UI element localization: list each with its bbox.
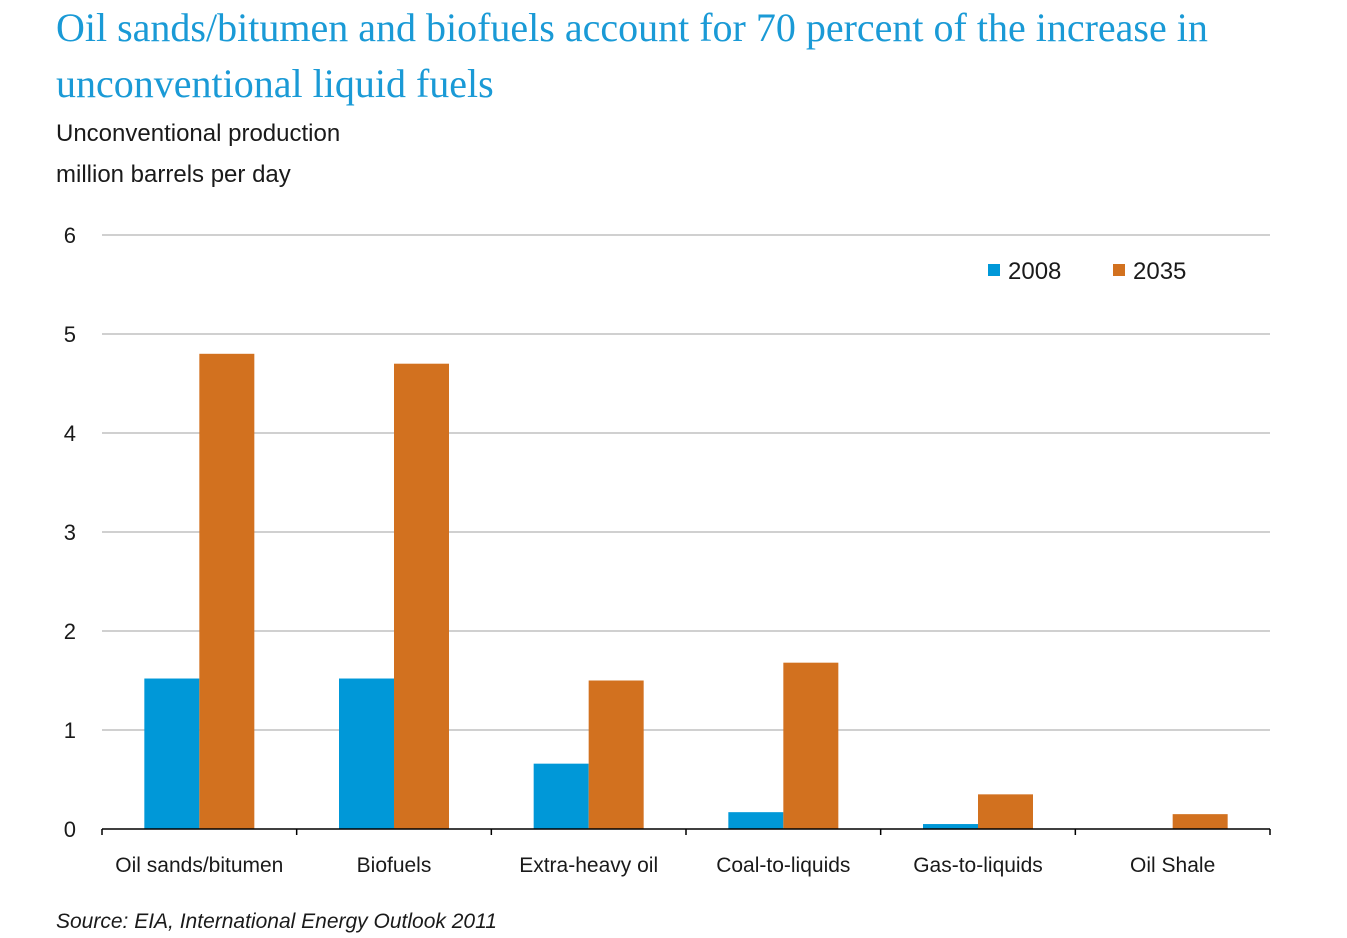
legend-label-2008: 2008 (1008, 258, 1061, 285)
y-tick-label: 0 (64, 817, 76, 842)
legend-label-2035: 2035 (1133, 258, 1186, 285)
y-tick-labels: 0 1 2 3 4 5 6 (64, 223, 76, 842)
source-note: Source: EIA, International Energy Outloo… (56, 910, 497, 933)
x-category-label: Oil sands/bitumen (115, 854, 283, 877)
x-category-labels: Oil sands/bitumen Biofuels Extra-heavy oil… (115, 854, 1215, 877)
y-tick-label: 3 (64, 520, 76, 545)
axes (101, 828, 1271, 835)
y-tick-label: 4 (64, 421, 76, 446)
x-category-label: Oil Shale (1130, 854, 1215, 877)
bar-2035-1 (394, 363, 449, 829)
legend-swatch-2008 (988, 264, 1000, 276)
chart-title: Oil sands/bitumen and biofuels account f… (56, 5, 1208, 106)
legend: 2008 2035 (988, 258, 1186, 285)
chart-subtitle: Unconventional production (56, 120, 341, 147)
y-tick-label: 6 (64, 223, 76, 248)
bar-2035-2 (588, 680, 644, 829)
bar-2008-2 (533, 763, 589, 829)
y-tick-label: 2 (64, 619, 76, 644)
bar-2008-0 (144, 678, 200, 829)
bar-2008-3 (728, 812, 784, 829)
bar-2008-4 (923, 824, 978, 829)
bar-2035-5 (1172, 814, 1228, 829)
bars (144, 353, 1228, 829)
bar-2035-0 (199, 353, 255, 829)
bar-2035-3 (783, 662, 839, 829)
gridlines (102, 234, 1270, 731)
legend-swatch-2035 (1113, 264, 1125, 276)
bar-2008-1 (339, 678, 394, 829)
bar-2035-4 (978, 794, 1033, 829)
y-tick-label: 5 (64, 322, 76, 347)
x-category-label: Gas-to-liquids (913, 854, 1043, 877)
x-category-label: Coal-to-liquids (716, 854, 850, 877)
x-category-label: Biofuels (357, 854, 432, 877)
y-axis-unit-label: million barrels per day (56, 161, 291, 188)
x-category-label: Extra-heavy oil (519, 854, 658, 877)
y-tick-label: 1 (64, 718, 76, 743)
